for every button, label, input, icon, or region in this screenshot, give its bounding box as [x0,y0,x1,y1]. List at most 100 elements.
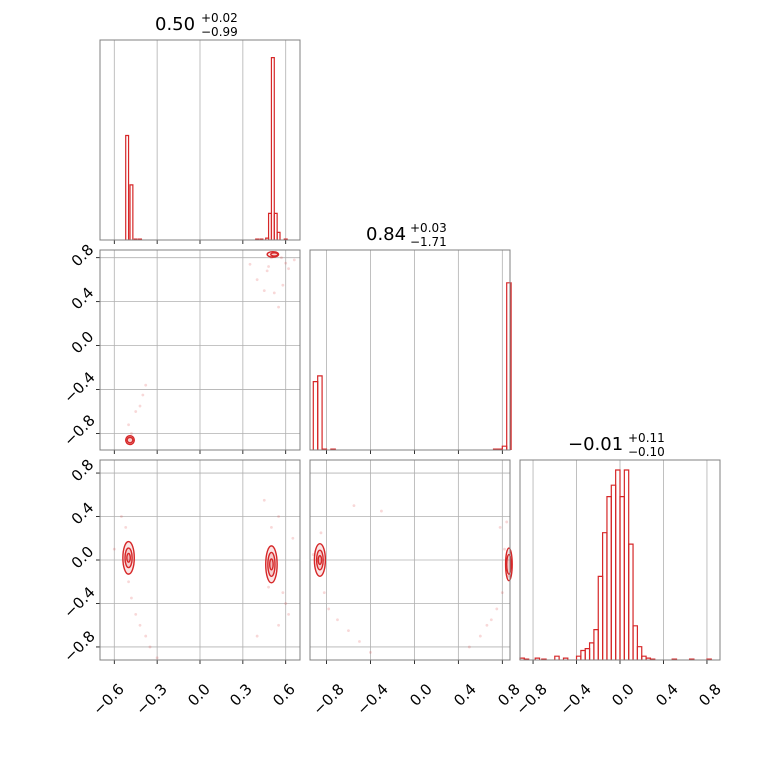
scatter-point [478,634,482,638]
density-contour [267,551,276,578]
histogram-bin [606,496,612,660]
histogram-bin [588,642,595,660]
y-tick-labels-param-1: 0.8 0.4 0.0 −0.4 −0.8 [60,241,98,450]
tick-label: 0.3 [226,680,256,710]
title-param-0: 0.50 +0.02 −0.99 [155,11,238,39]
scatter-point [138,623,142,627]
tick-label: 0.4 [68,284,98,314]
scatter-point [144,634,148,638]
histogram-bin [270,57,275,240]
tick-label: −0.8 [309,680,347,718]
scatter-point [467,645,471,649]
scatter-point [284,602,288,605]
tick-label: −0.8 [60,627,98,665]
tick-label: −0.4 [353,680,391,718]
scatter-point [489,618,493,622]
scatter-point [130,596,133,600]
title-param-2: −0.01 +0.11 −0.10 [568,431,665,459]
scatter-point [358,640,361,643]
scatter-point [255,278,259,282]
scatter-point [144,383,148,387]
histogram-bin [276,231,281,240]
scatter-point [130,432,133,435]
tick-label: −0.8 [60,411,98,449]
title-value: 0.84 [366,224,406,245]
scatter-point [347,629,350,633]
histogram-bin [641,655,647,660]
histogram-bin [554,655,560,660]
scatter-point [262,498,266,502]
tick-label: −0.8 [512,680,550,718]
scatter-point [277,515,280,518]
scatter-point [272,291,276,295]
scatter-point [287,612,290,616]
tick-label: −0.3 [132,680,170,718]
scatter-point [277,305,280,309]
scatter-point [505,520,509,524]
histogram-panel-param-0 [99,39,301,244]
tick-label: 0.0 [608,680,638,710]
density-contour [122,540,135,575]
histogram-bin [632,625,638,660]
scatter-point [127,423,130,427]
scatter-point [503,547,506,551]
histogram-bin [628,543,634,660]
tick-label: 0.4 [450,680,480,710]
histogram-bin [312,381,319,450]
density-contour [270,252,279,257]
scatter-point [352,504,356,508]
scatter-point [148,645,152,649]
tick-label: 0.0 [68,328,98,358]
histogram-bin [615,469,621,660]
scatter-point [155,656,159,660]
scatter-point [495,607,499,611]
x-tick-labels-param-0: −0.6 −0.3 0.0 0.3 0.6 [89,680,298,718]
tick-label: 0.4 [68,499,98,529]
density-contour [126,436,134,444]
scatter-point [134,612,138,616]
scatter-point [134,410,138,413]
histogram-bin [129,184,134,240]
histogram-bin [575,655,582,660]
scatter-panel-param1-vs-param0 [96,249,301,454]
tick-label: 0.6 [269,680,299,710]
histogram-bin [273,212,278,240]
x-tick-labels-param-1: −0.8 −0.4 0.0 0.4 0.8 [309,680,523,718]
scatter-point [380,509,383,513]
scatter-point [112,547,116,551]
scatter-point [291,536,295,540]
density-contour [124,547,133,569]
scatter-point [287,267,290,271]
scatter-point [120,515,123,518]
title-param-1: 0.84 +0.03 −1.71 [366,221,447,249]
histogram-bin [619,496,625,660]
scatter-point [277,623,280,627]
y-tick-labels-param-2: 0.8 0.4 0.0 −0.4 −0.8 [60,456,98,666]
scatter-point [485,623,489,627]
histogram-bin [636,646,643,660]
scatter-point [280,256,283,260]
scatter-panel-param2-vs-param1 [309,459,513,664]
scatter-point [498,525,502,529]
scatter-point [327,607,331,611]
histogram-bin [593,629,599,660]
histogram-bin [610,484,617,660]
density-contour [315,549,324,571]
title-value: −0.01 [568,434,623,455]
scatter-point [281,591,285,595]
tick-label: −0.4 [556,680,594,718]
scatter-point [248,262,252,266]
axes-frame [309,249,511,451]
scatter-point [267,265,270,268]
title-minus: −0.99 [201,25,238,39]
histogram-panel-param-2 [519,459,721,664]
x-tick-labels-param-2: −0.8 −0.4 0.0 0.4 0.8 [512,680,724,718]
histogram-bin [125,134,130,240]
scatter-point [262,289,266,293]
scatter-point [369,650,372,654]
tick-label: 0.0 [184,680,214,710]
density-contour [126,552,131,563]
tick-label: −0.4 [60,583,98,621]
scatter-point [270,525,273,529]
